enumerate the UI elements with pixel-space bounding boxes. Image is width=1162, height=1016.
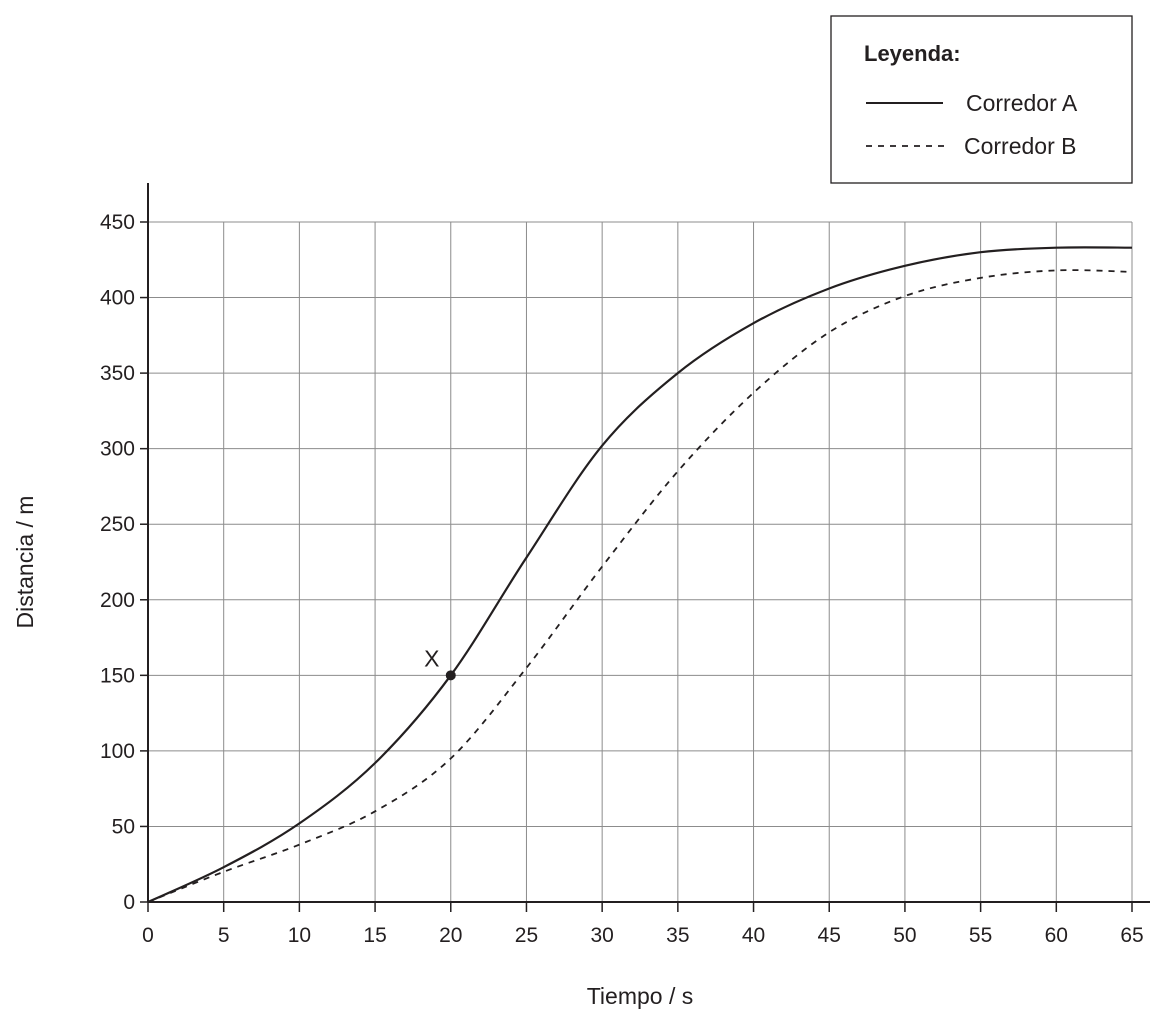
x-tick-label-50: 50 xyxy=(893,924,916,947)
y-tick-label-100: 100 xyxy=(100,740,135,763)
x-axis-title: Tiempo / s xyxy=(587,983,694,1009)
y-tick-label-0: 0 xyxy=(123,891,135,914)
axes xyxy=(140,183,1150,912)
series-line-corredor-b xyxy=(147,269,1133,903)
legend-label-corredor-b: Corredor B xyxy=(964,133,1076,159)
y-tick-label-450: 450 xyxy=(100,211,135,234)
y-tick-label-150: 150 xyxy=(100,664,135,687)
tick-labels: 0 5 10 15 20 25 30 35 40 45 50 55 60 65 0 50 100 150 200 25… xyxy=(100,211,1144,947)
x-tick-label-30: 30 xyxy=(590,924,613,947)
y-tick-label-250: 250 xyxy=(100,513,135,536)
annotation-label-x: X xyxy=(424,645,439,671)
x-tick-label-25: 25 xyxy=(515,924,538,947)
x-tick-label-15: 15 xyxy=(363,924,386,947)
x-tick-label-0: 0 xyxy=(142,924,154,947)
x-tick-label-65: 65 xyxy=(1120,924,1143,947)
x-tick-label-10: 10 xyxy=(288,924,311,947)
y-tick-label-200: 200 xyxy=(100,589,135,612)
legend-title: Leyenda: xyxy=(864,41,961,66)
y-tick-label-300: 300 xyxy=(100,438,135,461)
grid xyxy=(148,221,1133,902)
series-lines xyxy=(147,246,1133,903)
legend-box xyxy=(830,15,1133,184)
y-tick-label-400: 400 xyxy=(100,287,135,310)
annotation-point-x xyxy=(445,670,456,681)
legend: Leyenda: Corredor A Corredor B xyxy=(830,15,1133,184)
x-tick-label-20: 20 xyxy=(439,924,462,947)
y-tick-label-350: 350 xyxy=(100,362,135,385)
annotations: X xyxy=(424,645,456,681)
series-line-corredor-a xyxy=(147,246,1133,903)
y-tick-label-50: 50 xyxy=(112,815,135,838)
x-tick-label-40: 40 xyxy=(742,924,765,947)
x-tick-label-55: 55 xyxy=(969,924,992,947)
y-axis-title: Distancia / m xyxy=(12,496,38,629)
x-tick-label-5: 5 xyxy=(218,924,230,947)
x-tick-label-45: 45 xyxy=(818,924,841,947)
x-tick-label-35: 35 xyxy=(666,924,689,947)
legend-label-corredor-a: Corredor A xyxy=(966,90,1078,116)
x-tick-label-60: 60 xyxy=(1045,924,1068,947)
